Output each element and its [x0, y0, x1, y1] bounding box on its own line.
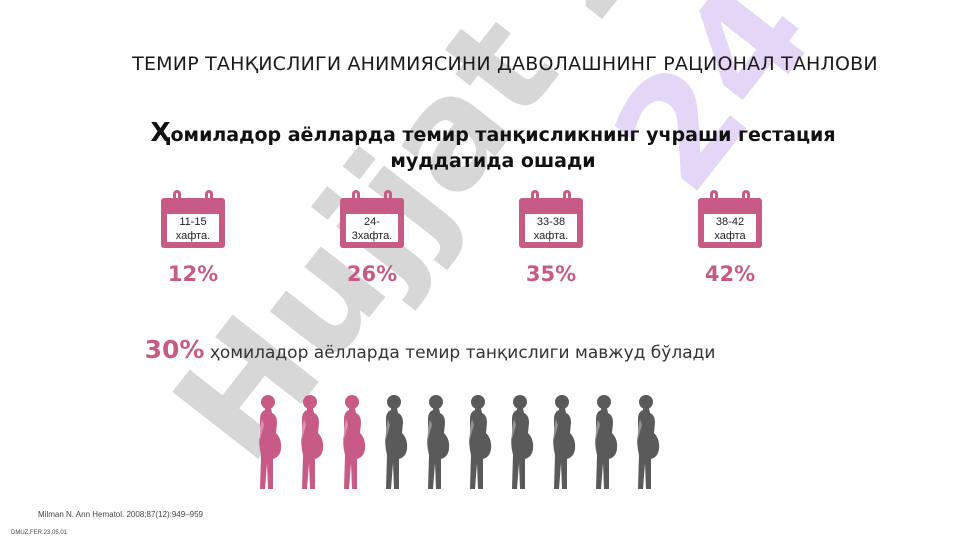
calendar-label: 11-15 хафта. [167, 214, 219, 242]
pregnant-woman-icon [594, 395, 618, 489]
percent-value: 12% [167, 262, 219, 286]
calendar-label-line2: хафта. [533, 230, 569, 242]
pregnant-woman-icon [510, 395, 534, 489]
pregnant-woman-icon [300, 395, 324, 489]
pregnant-woman-icon [468, 395, 492, 489]
calendar-icon: 38-42 хафта [698, 190, 762, 248]
pregnant-woman-icon [636, 395, 660, 489]
pregnant-woman-icon [384, 395, 408, 489]
pregnant-woman-icon [426, 395, 450, 489]
subtitle-first-letter: Ҳ [150, 118, 171, 148]
pregnant-woman-icon [552, 395, 576, 489]
calendar-label: 33-38 хафта. [525, 214, 577, 242]
calendar-label-line2: хафта. [175, 230, 211, 242]
calendar-label-line1: 24- [364, 216, 380, 228]
calendar-label-line1: 33-38 [536, 216, 566, 228]
percent-value: 26% [346, 262, 398, 286]
statistic-value: 30% [144, 335, 205, 364]
calendar-label: 24- 3хафта. [346, 214, 398, 242]
statistic-text: ҳомиладор аёлларда темир танқислиги мавж… [209, 343, 716, 363]
calendar-label-line1: 38-42 [715, 216, 745, 228]
percent-value: 42% [704, 262, 756, 286]
calendar-label-line2: хафта [714, 230, 746, 242]
calendar-icon: 24- 3хафта. [340, 190, 404, 248]
citation: Milman N. Ann Hematol. 2008;87(12):949–9… [38, 510, 203, 519]
page-title: ТЕМИР ТАНҚИСЛИГИ АНИМИЯСИНИ ДАВОЛАШНИНГ … [132, 53, 878, 75]
document-code: DMUZ.FER.23.05.01 [11, 530, 68, 536]
percent-value: 35% [525, 262, 577, 286]
pregnant-woman-icon [342, 395, 366, 489]
calendar-label: 38-42 хафта [704, 214, 756, 242]
calendar-icon: 11-15 хафта. [161, 190, 225, 248]
page-subtitle: Ҳомиладор аёлларда темир танқисликнинг у… [88, 120, 898, 174]
calendar-label-line1: 11-15 [179, 216, 207, 228]
watermark-number: 24 [581, 0, 847, 222]
calendar-label-line2: 3хафта. [351, 230, 393, 242]
pregnant-women-figures [255, 393, 675, 493]
subtitle-text: омиладор аёлларда темир танқисликнинг уч… [170, 124, 836, 172]
statistic: 30% ҳомиладор аёлларда темир танқислиги … [140, 336, 720, 367]
pregnant-woman-icon [258, 395, 282, 489]
calendar-icon: 33-38 хафта. [519, 190, 583, 248]
